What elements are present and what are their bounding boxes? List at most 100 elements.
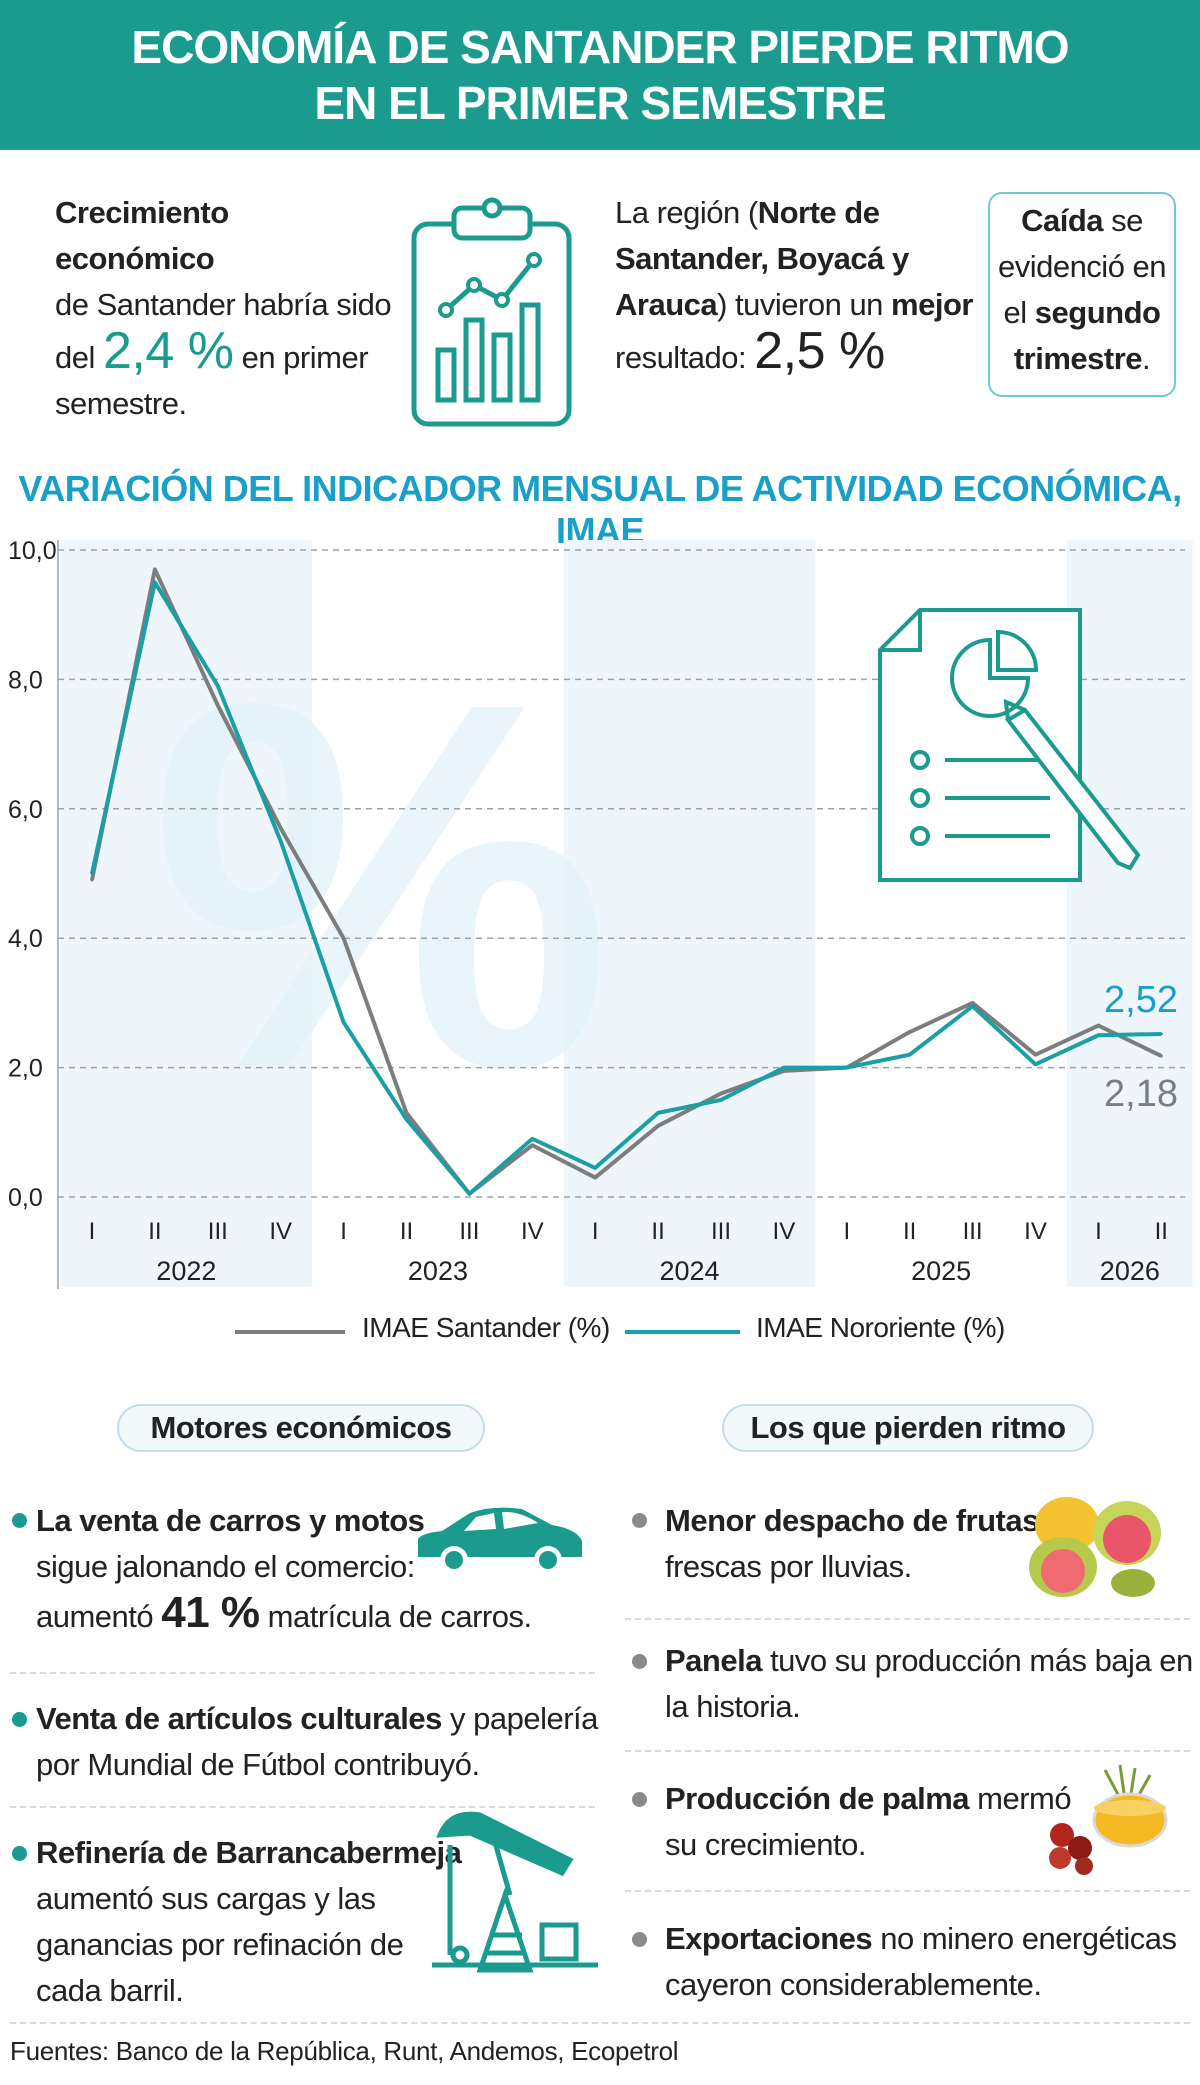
data-point bbox=[719, 1091, 723, 1095]
data-point bbox=[971, 1001, 975, 1005]
year-label: 2025 bbox=[911, 1256, 971, 1286]
region-value: 2,5 % bbox=[754, 322, 885, 380]
x-tick-label: II bbox=[903, 1218, 916, 1245]
separator bbox=[10, 2022, 1190, 2024]
x-tick-label: I bbox=[592, 1218, 599, 1245]
report-pencil-icon bbox=[878, 608, 1141, 882]
separator bbox=[625, 1890, 1190, 1892]
x-tick-label: II bbox=[400, 1218, 413, 1245]
x-tick-label: III bbox=[208, 1218, 228, 1245]
bullet-dot bbox=[12, 1712, 27, 1727]
data-point bbox=[530, 1143, 534, 1147]
year-label: 2024 bbox=[660, 1256, 720, 1286]
motores-title: Motores económicos bbox=[117, 1404, 485, 1452]
year-band bbox=[1066, 540, 1193, 1287]
motor-item-cars: La venta de carros y motos sigue jalonan… bbox=[36, 1503, 532, 1637]
x-tick-label: II bbox=[1155, 1218, 1168, 1245]
fruit-icon bbox=[1029, 1497, 1161, 1597]
year-label: 2022 bbox=[156, 1256, 216, 1286]
bullet-dot bbox=[632, 1654, 647, 1669]
percent-watermark: % bbox=[150, 595, 612, 1176]
separator bbox=[625, 1618, 1190, 1620]
legend-santander-swatch bbox=[235, 1330, 345, 1334]
chart-legend: IMAE Santander (%) IMAE Nororiente (%) bbox=[0, 1310, 1200, 1350]
legend-nororiente-label: IMAE Nororiente (%) bbox=[756, 1312, 1005, 1343]
y-tick-label: 8,0 bbox=[8, 666, 43, 694]
data-point bbox=[405, 1117, 408, 1121]
data-point bbox=[530, 1137, 534, 1141]
bullet-dot bbox=[632, 1792, 647, 1807]
pierden-title: Los que pierden ritmo bbox=[722, 1404, 1094, 1452]
callout-box: Caída se evidenció en el segundo trimest… bbox=[988, 192, 1176, 397]
year-label: 2023 bbox=[408, 1256, 468, 1286]
y-tick-label: 10,0 bbox=[8, 537, 57, 565]
data-point bbox=[593, 1166, 597, 1170]
x-tick-label: IV bbox=[521, 1218, 544, 1245]
x-tick-label: III bbox=[963, 1218, 983, 1245]
data-point bbox=[1159, 1054, 1163, 1058]
oil-pump-icon bbox=[432, 1811, 598, 1973]
palm-oil-icon bbox=[1049, 1764, 1168, 1875]
separator bbox=[625, 1750, 1190, 1752]
data-point bbox=[908, 1030, 912, 1034]
data-point bbox=[467, 1192, 471, 1196]
end-value-label: 2,52 bbox=[1104, 979, 1178, 1021]
pierde-item-panela: Panela tuvo su producción más baja en la… bbox=[665, 1643, 1193, 1724]
bullet-dot bbox=[12, 1513, 27, 1528]
x-tick-label: III bbox=[711, 1218, 731, 1245]
bullet-dot bbox=[632, 1513, 647, 1528]
growth-value: 2,4 % bbox=[102, 322, 234, 380]
series-nororiente-line bbox=[90, 580, 1162, 1196]
data-point bbox=[1096, 1024, 1100, 1028]
sources-note: Fuentes: Banco de la República, Runt, An… bbox=[10, 2036, 679, 2066]
separator bbox=[10, 1806, 595, 1808]
data-point bbox=[719, 1098, 723, 1102]
motor-item-refinery: Refinería de Barrancabermeja aumentó sus… bbox=[36, 1835, 462, 2008]
data-point bbox=[656, 1111, 660, 1115]
data-point bbox=[405, 1111, 408, 1115]
data-point bbox=[342, 1020, 346, 1024]
legend-nororiente-swatch bbox=[625, 1330, 740, 1334]
y-axis-ticks: 0,0 2,0 4,0 6,0 8,0 10,0 bbox=[8, 537, 57, 1212]
separator bbox=[10, 1672, 595, 1674]
data-point bbox=[593, 1176, 597, 1180]
headline-line-1: ECONOMÍA DE SANTANDER PIERDE RITMO bbox=[131, 21, 1069, 73]
car-icon bbox=[418, 1507, 582, 1574]
bullet-dot bbox=[12, 1846, 27, 1861]
data-point bbox=[971, 1004, 975, 1008]
year-label: 2026 bbox=[1100, 1256, 1160, 1286]
pierde-item-fruits: Menor despacho de frutas frescas por llu… bbox=[665, 1503, 1039, 1584]
motor-item-culture: Venta de artículos culturales y papelerí… bbox=[36, 1701, 598, 1782]
pierde-item-palma: Producción de palma mermó su crecimiento… bbox=[665, 1781, 1072, 1862]
x-tick-label: II bbox=[148, 1218, 161, 1245]
x-tick-label: III bbox=[459, 1218, 479, 1245]
year-band bbox=[563, 540, 816, 1287]
data-point bbox=[908, 1053, 912, 1057]
pierde-item-exports: Exportaciones no minero energéticas caye… bbox=[665, 1921, 1177, 2002]
data-point bbox=[216, 684, 220, 688]
data-point bbox=[1034, 1062, 1037, 1066]
data-point bbox=[90, 878, 94, 882]
data-point bbox=[845, 1066, 849, 1070]
intro-region-text: La región (Norte de Santander, Boyacá y … bbox=[615, 195, 973, 380]
data-point bbox=[279, 826, 283, 830]
imae-line-chart: % 0,02,04,06,08,010,0 I II III IV I II III IV I I… bbox=[8, 537, 1193, 1289]
data-point bbox=[1096, 1033, 1100, 1037]
year-band bbox=[60, 540, 313, 1287]
legend-santander-label: IMAE Santander (%) bbox=[362, 1312, 610, 1343]
x-tick-label: I bbox=[843, 1218, 850, 1245]
y-tick-label: 0,0 bbox=[8, 1184, 43, 1212]
header-banner: ECONOMÍA DE SANTANDER PIERDE RITMO EN EL… bbox=[0, 0, 1200, 150]
y-tick-label: 6,0 bbox=[8, 796, 43, 824]
data-point bbox=[656, 1124, 660, 1128]
data-point bbox=[1159, 1032, 1163, 1036]
year-bands bbox=[60, 540, 1193, 1287]
chart-annotations: 2,52 2,18 bbox=[1104, 979, 1178, 1115]
data-point bbox=[153, 567, 157, 571]
data-point bbox=[342, 936, 346, 940]
data-point bbox=[153, 580, 157, 584]
x-tick-label: I bbox=[340, 1218, 347, 1245]
x-tick-label: IV bbox=[773, 1218, 796, 1245]
x-tick-label: I bbox=[89, 1218, 96, 1245]
